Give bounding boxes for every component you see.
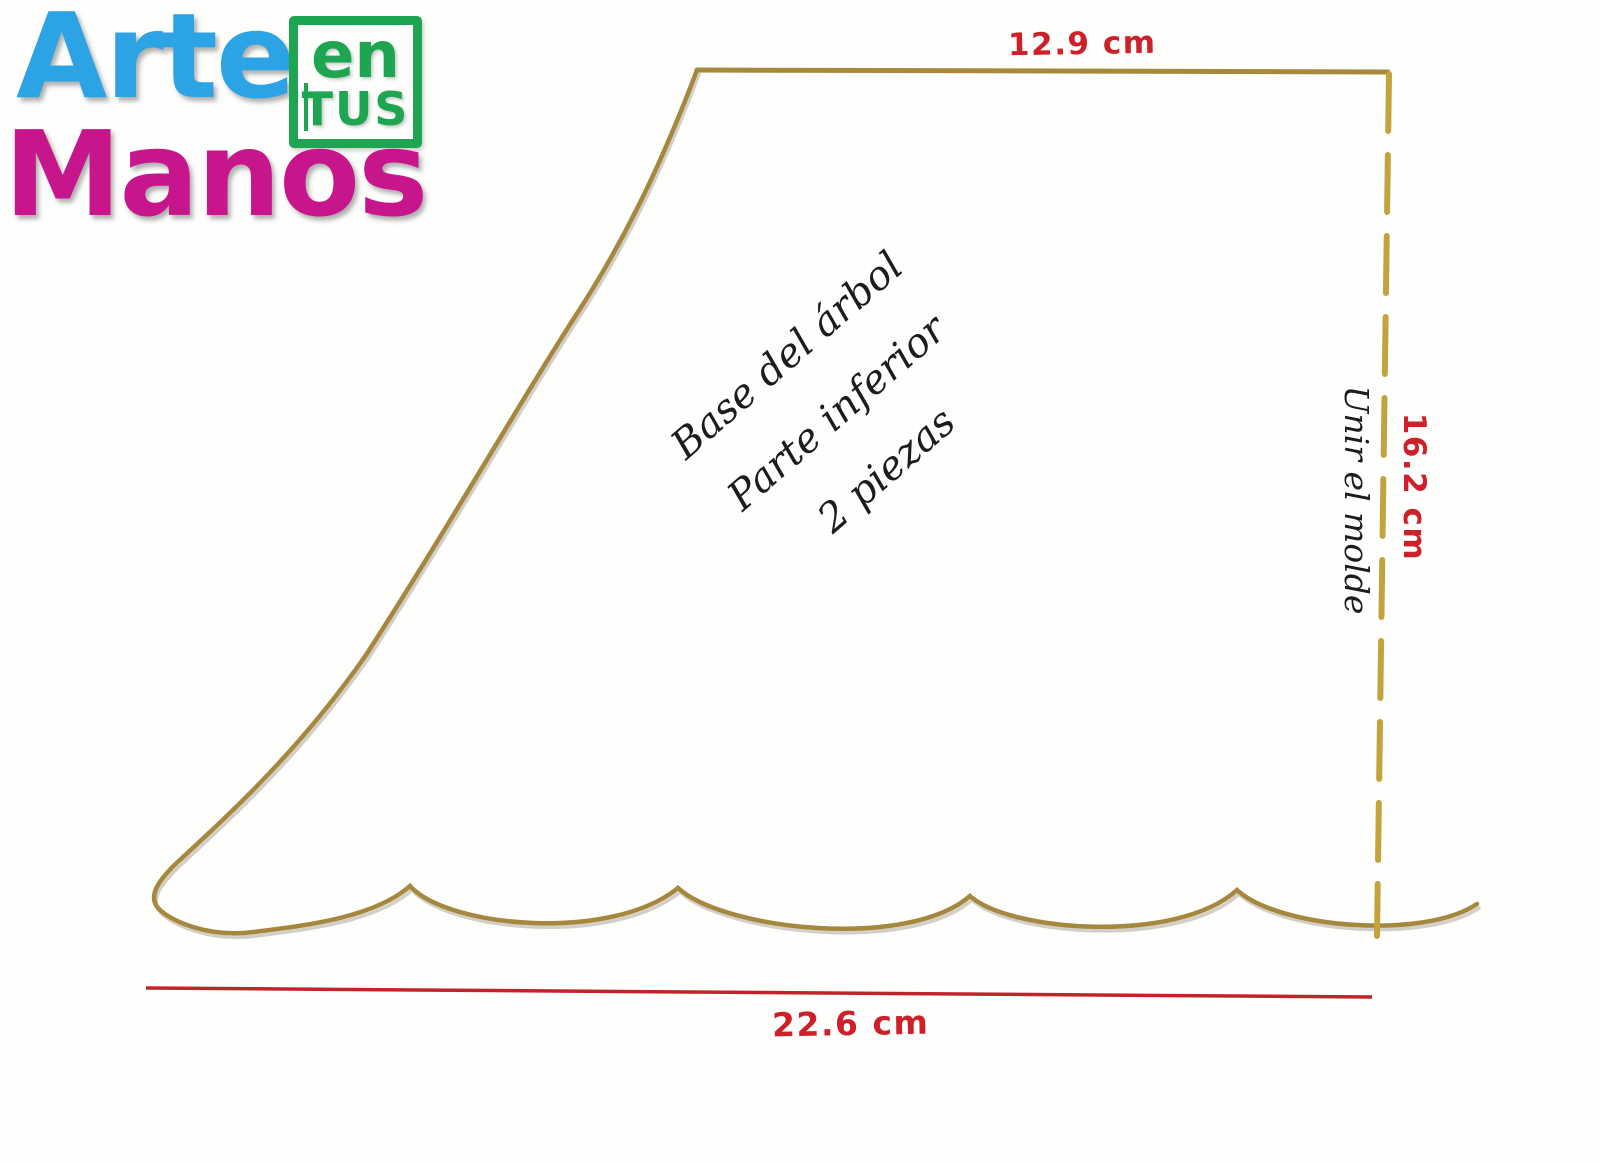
logo-tus-text: TUS xyxy=(301,81,410,136)
outline-shadow xyxy=(154,72,1481,939)
top-edge-line xyxy=(694,67,1391,75)
arte-en-tus-manos-logo: Arte en TUS Manos xyxy=(0,0,470,270)
dimension-bottom-label: 22.6 cm xyxy=(771,1002,930,1045)
dimension-top-label: 12.9 cm xyxy=(1007,24,1157,64)
logo-en-tus-box: en TUS xyxy=(289,16,422,148)
logo-arte-text: Arte xyxy=(16,0,296,125)
logo-manos-text: Manos xyxy=(4,105,428,243)
bottom-dimension-line xyxy=(145,986,1373,999)
logo-en-text: en xyxy=(311,19,400,94)
pattern-outline-path xyxy=(151,67,1480,936)
pattern-fold-dashed-line xyxy=(1374,71,1392,939)
dimension-right-label: 16.2 cm xyxy=(1396,412,1432,562)
logo-tus-tick xyxy=(304,83,308,131)
join-note-label: Unir el molde xyxy=(1337,385,1376,615)
